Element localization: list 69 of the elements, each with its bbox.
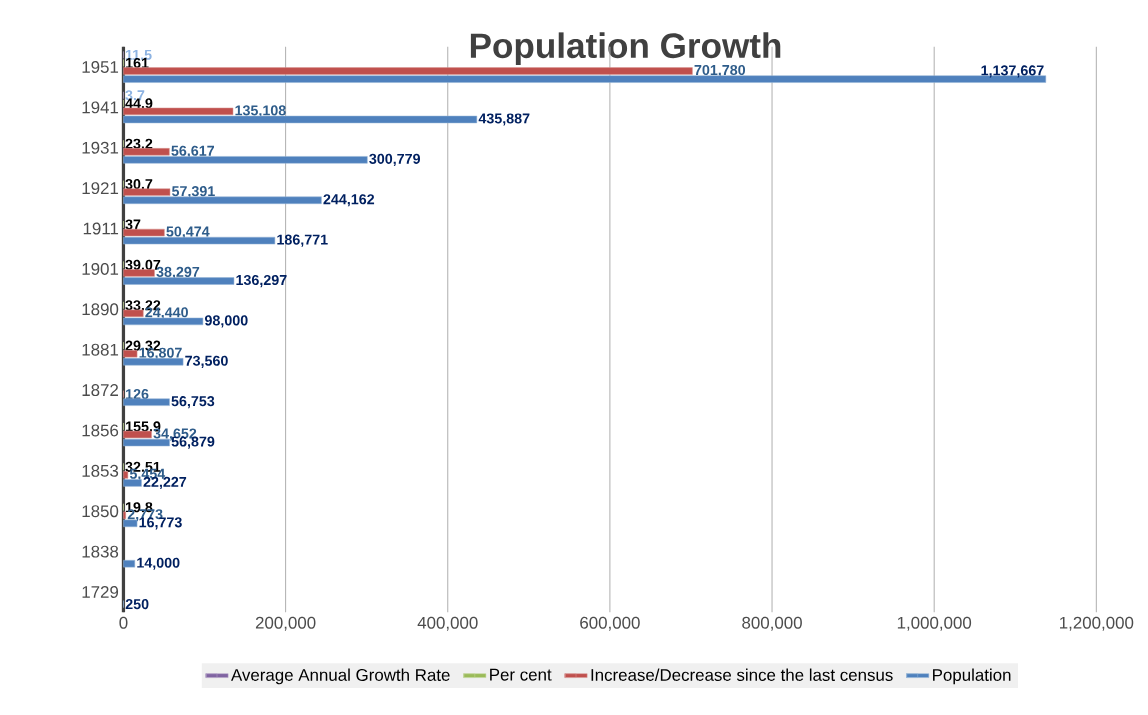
y-tick-label: 1881 <box>82 343 119 356</box>
y-tick-label: 1856 <box>82 424 119 437</box>
bar <box>123 277 235 285</box>
y-tick-label: 1872 <box>82 384 118 397</box>
legend-label: Per cent <box>490 669 552 681</box>
data-label: 701,780 <box>694 65 746 78</box>
bar <box>123 479 142 487</box>
bar <box>123 269 155 277</box>
bar <box>123 560 136 568</box>
data-label: 23.2 <box>125 138 153 150</box>
data-label: 435,887 <box>478 113 530 126</box>
y-tick-label: 1890 <box>82 303 119 316</box>
y-tick-label: 1729 <box>82 586 119 599</box>
legend-label: Average Annual Growth Rate <box>231 668 450 685</box>
legend-label: Increase/Decrease since the last census <box>591 668 893 682</box>
data-label: 56,617 <box>171 145 215 159</box>
data-label: 1,137,667 <box>981 65 1044 78</box>
bar <box>123 398 170 407</box>
x-tick-label: 1,000,000 <box>897 617 972 631</box>
data-label: 250 <box>125 599 149 610</box>
x-tick-label: 800,000 <box>742 617 802 631</box>
data-label: 161 <box>126 58 149 69</box>
y-tick-label: 1901 <box>82 263 119 276</box>
bar <box>123 317 204 326</box>
x-tick-label: 0 <box>119 617 128 629</box>
bar <box>123 229 165 237</box>
data-label: 135,108 <box>235 105 286 118</box>
data-label: 186,771 <box>277 234 328 247</box>
y-tick-label: 1838 <box>82 545 119 558</box>
data-label: 37 <box>125 219 141 230</box>
data-label: 244,162 <box>323 194 375 207</box>
bar <box>123 67 693 75</box>
chart-title: Population Growth <box>470 32 781 66</box>
legend-label: Population <box>933 668 1011 685</box>
x-tick-label: 600,000 <box>580 617 640 631</box>
y-tick-label: 1921 <box>82 182 119 195</box>
data-label: 57,391 <box>171 186 215 199</box>
data-label: 98,000 <box>204 315 248 328</box>
data-label: 30.7 <box>125 179 153 190</box>
bar <box>123 511 126 520</box>
bar <box>123 350 138 358</box>
y-tick-label: 1853 <box>82 465 119 478</box>
bar <box>123 471 129 479</box>
x-tick-label: 400,000 <box>417 617 478 631</box>
data-label: 73,560 <box>185 355 228 369</box>
y-tick-label: 1951 <box>82 61 119 74</box>
data-label: 136,297 <box>236 275 287 288</box>
y-tick-label: 1850 <box>82 505 119 518</box>
data-label: 300,779 <box>369 154 421 167</box>
y-tick-label: 1941 <box>82 101 119 114</box>
bar <box>123 196 322 205</box>
bar <box>123 237 276 245</box>
bar <box>123 431 152 439</box>
x-tick-label: 200,000 <box>255 617 316 631</box>
bar <box>123 439 170 447</box>
y-tick-label: 1911 <box>83 222 119 235</box>
bar <box>123 156 368 164</box>
bar <box>123 116 478 124</box>
y-tick-label: 1931 <box>82 141 119 154</box>
data-label: 56,753 <box>171 396 215 409</box>
bar <box>123 309 144 318</box>
data-label: 50,474 <box>166 226 210 239</box>
bar <box>123 148 170 156</box>
data-label: 126 <box>126 389 149 400</box>
bar <box>123 188 171 197</box>
data-label: 14,000 <box>137 557 180 571</box>
x-tick-label: 1,200,000 <box>1060 617 1134 631</box>
bar <box>123 358 184 366</box>
bar <box>123 107 234 116</box>
